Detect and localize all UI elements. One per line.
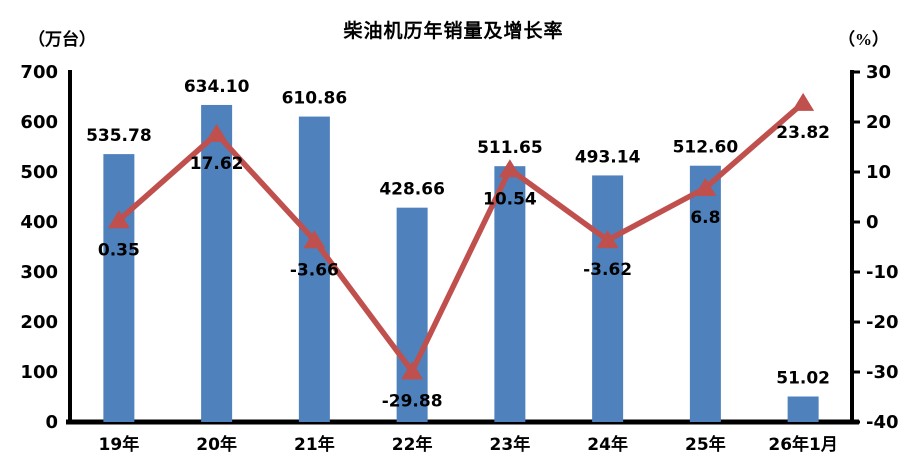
sales-bar [298,116,330,422]
right-axis-unit-label: （%） [838,30,889,49]
bar-value-label: 428.66 [379,180,445,200]
right-axis-tick-label: -40 [866,412,899,433]
sales-bar [787,396,819,422]
line-value-label: -3.66 [290,260,339,280]
line-value-label: -29.88 [382,391,443,411]
sales-bar [689,165,721,422]
right-axis-tick-label: 0 [866,212,879,233]
sales-bar [103,154,135,423]
triangle-marker-icon [694,178,717,196]
sales-bar [201,104,233,422]
right-axis-tick-label: -30 [866,362,899,383]
line-value-label: 0.35 [98,240,140,260]
x-axis-category-label: 20年 [196,434,237,455]
sales-bar [396,207,428,422]
triangle-marker-icon [596,230,619,249]
right-axis-tick-label: -10 [866,262,899,283]
x-axis-category-label: 26年1月 [768,434,838,455]
bar-value-label: 51.02 [776,368,830,388]
line-value-label: 23.82 [776,123,830,143]
right-axis-tick-label: 30 [866,62,891,83]
left-axis-tick-label: 600 [20,112,58,133]
line-value-label: -3.62 [583,260,632,280]
sales-bar [592,175,624,422]
right-axis-tick-label: 20 [866,112,891,133]
left-axis-tick-label: 200 [20,312,58,333]
x-axis-category-label: 24年 [587,434,628,455]
x-axis-category-label: 25年 [685,434,726,455]
left-axis-tick-label: 400 [20,212,58,233]
x-axis-category-label: 23年 [490,434,531,455]
chart-title: 柴油机历年销量及增长率 [343,21,564,42]
bar-value-label: 493.14 [575,147,641,167]
triangle-marker-icon [303,230,326,249]
left-axis-tick-label: 700 [20,62,58,83]
x-axis-category-label: 22年 [392,434,433,455]
line-value-label: 17.62 [190,154,244,174]
bar-value-label: 512.60 [673,138,739,158]
left-axis-tick-label: 300 [20,262,58,283]
left-axis-tick-label: 0 [45,412,58,433]
triangle-marker-icon [401,361,424,380]
bar-value-label: 535.78 [86,126,152,146]
left-axis-tick-label: 100 [20,362,58,383]
bar-value-label: 634.10 [184,77,250,97]
left-axis-tick-label: 500 [20,162,58,183]
triangle-marker-icon [498,159,521,178]
right-axis-tick-label: -20 [866,312,899,333]
bar-value-label: 610.86 [282,89,348,109]
line-value-label: 6.8 [690,208,720,228]
sales-bar [494,166,526,422]
x-axis-category-label: 21年 [294,434,335,455]
x-axis-category-label: 19年 [99,434,140,455]
triangle-marker-icon [792,92,815,111]
right-axis-tick-label: 10 [866,162,891,183]
line-value-label: 10.54 [483,189,537,209]
triangle-marker-icon [205,123,228,142]
triangle-marker-icon [107,210,130,229]
bar-value-label: 511.65 [477,138,543,158]
left-axis-unit-label: （万台） [28,30,96,49]
growth-line [117,100,805,377]
